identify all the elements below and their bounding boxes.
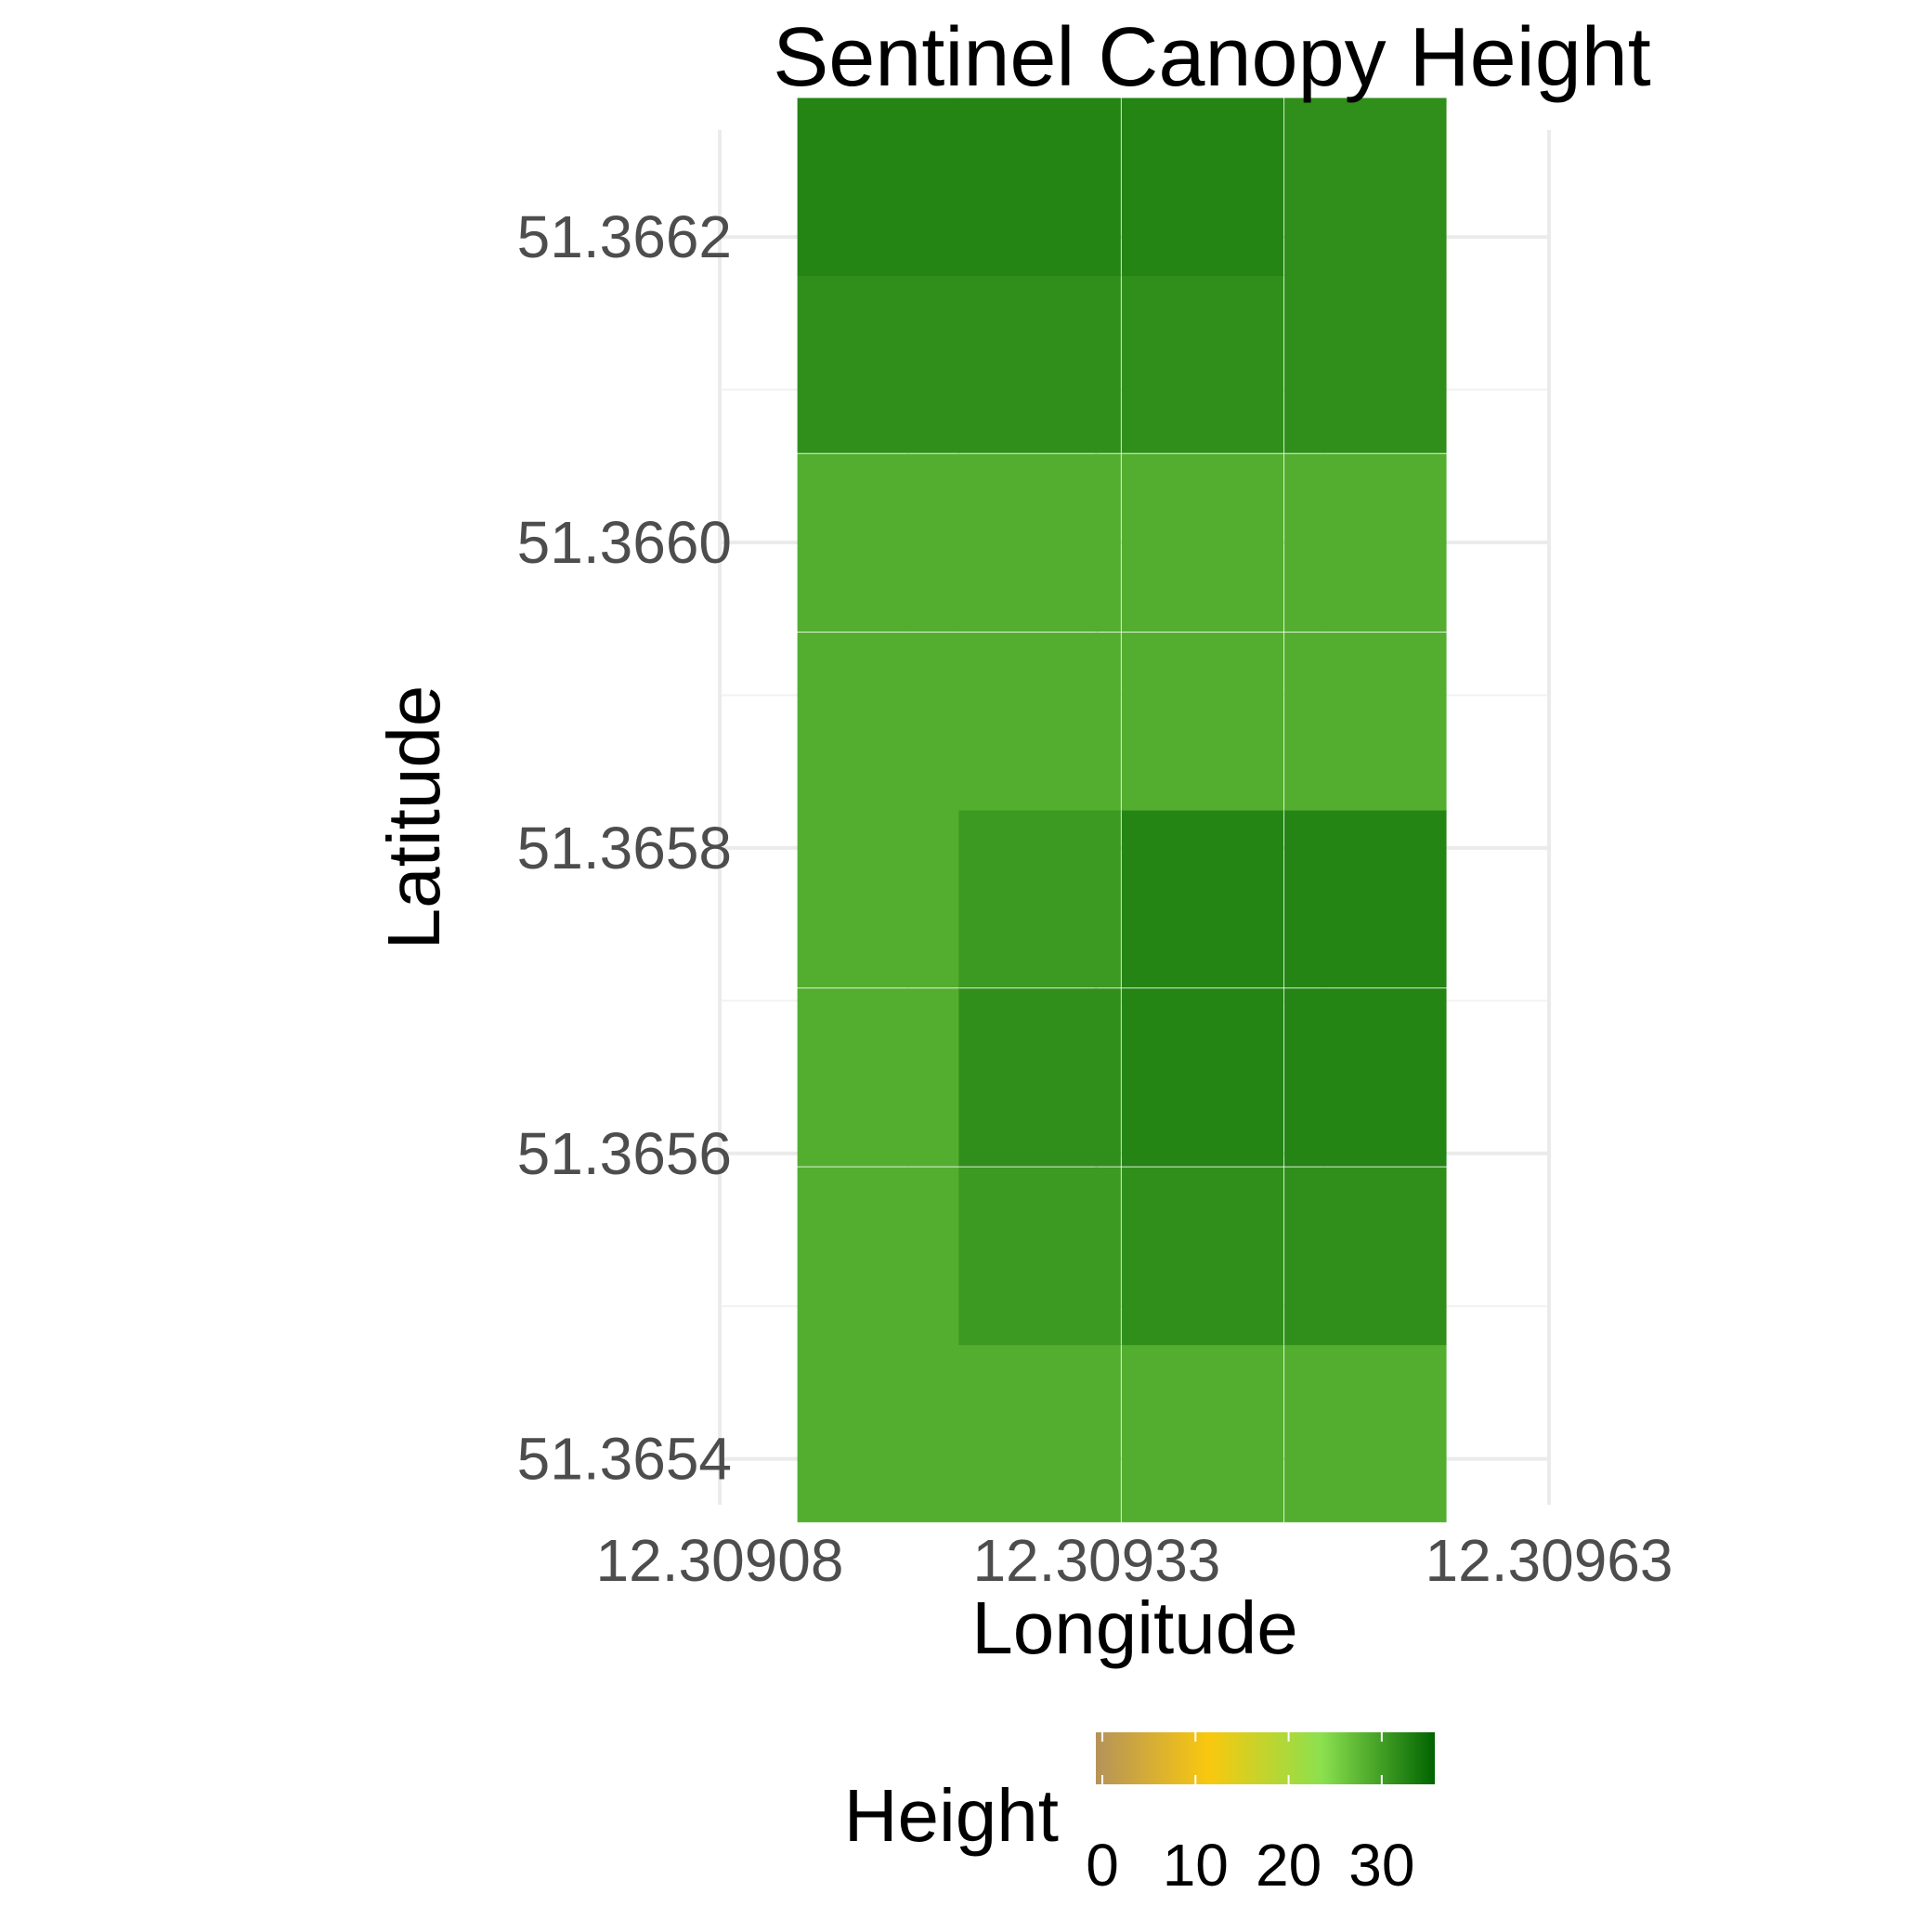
- legend-title: Height: [844, 1774, 1059, 1857]
- heatmap-cell: [1121, 1344, 1284, 1522]
- heatmap-cell: [797, 98, 960, 277]
- heatmap-cell: [1284, 988, 1447, 1167]
- heatmap-cell: [1121, 275, 1284, 453]
- x-axis-label: Longitude: [971, 1586, 1297, 1669]
- heatmap-cell: [1121, 988, 1284, 1167]
- legend-tick-label: 20: [1256, 1832, 1322, 1899]
- heatmap-cell: [1121, 98, 1284, 277]
- y-tick-label: 51.3660: [517, 509, 732, 576]
- heatmap-cell: [958, 633, 1121, 811]
- x-tick-label: 12.30908: [596, 1527, 844, 1594]
- legend-tick-label: 0: [1086, 1832, 1119, 1899]
- y-tick-label: 51.3658: [517, 815, 732, 881]
- heatmap-cell: [1121, 809, 1284, 988]
- heatmap-cell: [1284, 1167, 1447, 1346]
- heatmap-cell: [1284, 633, 1447, 811]
- heatmap-cell: [1284, 98, 1447, 277]
- heatmap-cell: [1284, 453, 1447, 633]
- chart-title: Sentinel Canopy Height: [773, 11, 1651, 104]
- color-legend: Height 0 10 20 30: [844, 1732, 1435, 1899]
- y-tick-label: 51.3654: [517, 1426, 732, 1493]
- heatmap-cell: [1121, 1167, 1284, 1346]
- heatmap-cell: [797, 1167, 960, 1346]
- x-tick-label: 12.30963: [1426, 1527, 1673, 1594]
- y-axis-label: Latitude: [372, 685, 455, 950]
- y-tick-label: 51.3656: [517, 1120, 732, 1187]
- heatmap-cell: [958, 275, 1121, 453]
- heatmap-cell: [958, 1344, 1121, 1522]
- heatmap-cell: [958, 809, 1121, 988]
- heatmap-cell: [1284, 809, 1447, 988]
- heatmap-cell: [797, 809, 960, 988]
- legend-tick-label: 30: [1348, 1832, 1414, 1899]
- heatmap-cell: [797, 275, 960, 453]
- heatmap-cell: [797, 988, 960, 1167]
- heatmap-cell: [797, 1344, 960, 1522]
- heatmap-cell: [1284, 275, 1447, 453]
- heatmap-cell: [797, 453, 960, 633]
- heatmap-cell: [958, 988, 1121, 1167]
- heatmap-cell: [797, 633, 960, 811]
- y-tick-label: 51.3662: [517, 203, 732, 270]
- heatmap-cell: [1121, 453, 1284, 633]
- heatmap-cell: [958, 98, 1121, 277]
- heatmap-cell: [1121, 633, 1284, 811]
- legend-tick-label: 10: [1163, 1832, 1229, 1899]
- legend-colorbar: [1096, 1732, 1435, 1784]
- heatmap-cell: [1284, 1344, 1447, 1522]
- heatmap-cell: [958, 453, 1121, 633]
- heatmap-cell: [958, 1167, 1121, 1346]
- x-tick-label: 12.30933: [972, 1527, 1220, 1594]
